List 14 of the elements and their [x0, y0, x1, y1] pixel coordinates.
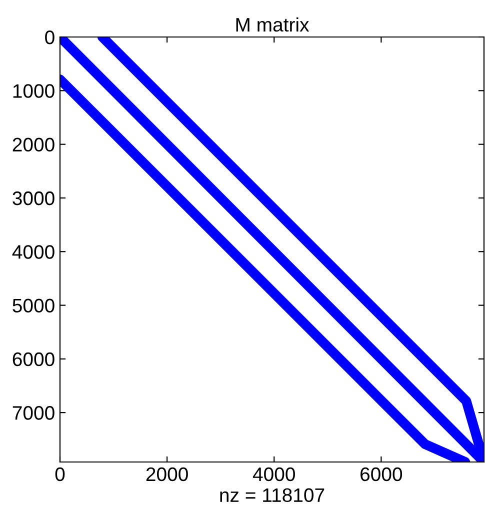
x-tick-label: 6000 [360, 467, 402, 482]
x-tick-label: 0 [55, 467, 65, 482]
y-tick-label: 0 [45, 30, 54, 44]
y-tick-label: 5000 [12, 298, 54, 313]
y-tick-label: 3000 [12, 191, 54, 206]
y-tick-label: 1000 [13, 84, 54, 98]
y-tick-label: 2000 [12, 138, 54, 152]
chart-title: M matrix [236, 17, 310, 32]
y-tick-label: 6000 [12, 352, 54, 366]
y-tick-label: 7000 [12, 406, 54, 420]
y-tick-label: 4000 [12, 245, 54, 259]
x-tick-label: 2000 [146, 467, 188, 482]
x-tick-label: 4000 [252, 467, 295, 482]
x-axis-title: nz = 118107 [220, 488, 324, 502]
